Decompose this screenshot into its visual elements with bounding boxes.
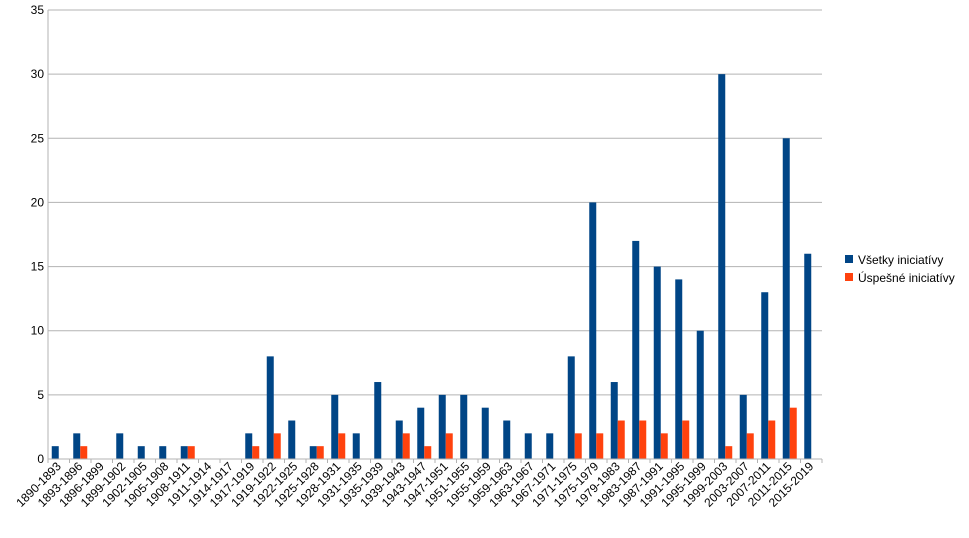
bar-vsetky-1917-1919: [245, 433, 253, 459]
y-tick-label: 20: [31, 195, 45, 209]
bar-vsetky-1983-1987: [632, 240, 640, 459]
y-tick-label: 30: [31, 67, 45, 81]
bar-vsetky-1947-1951: [438, 394, 446, 459]
bar-uspesne-1983-1987: [639, 420, 647, 459]
bar-vsetky-1967-1971: [546, 433, 554, 459]
bar-vsetky-1893-1896: [73, 433, 81, 459]
legend: Všetky iniciatívy Úspešné iniciatívy: [845, 253, 955, 285]
bar-uspesne-1893-1896: [80, 446, 88, 459]
bar-vsetky-1908-1911: [180, 446, 188, 459]
bar-vsetky-1928-1931: [331, 394, 339, 459]
bar-vsetky-2015-2019: [804, 253, 812, 459]
bar-vsetky-1999-2003: [718, 74, 726, 460]
bar-uspesne-2011-2015: [789, 407, 797, 459]
bar-vsetky-1963-1967: [524, 433, 532, 459]
bar-vsetky-1939-1943: [395, 420, 403, 459]
y-tick-label: 0: [37, 452, 44, 466]
bar-uspesne-1987-1991: [660, 433, 668, 459]
bar-vsetky-1959-1963: [503, 420, 511, 459]
bar-vsetky-2011-2015: [782, 138, 790, 460]
bar-uspesne-1925-1928: [316, 446, 324, 459]
bar-uspesne-1908-1911: [187, 446, 195, 459]
bar-uspesne-1979-1983: [617, 420, 625, 459]
bar-uspesne-2003-2007: [746, 433, 754, 459]
gridlines: [48, 9, 822, 396]
bar-uspesne-1975-1979: [596, 433, 604, 459]
legend-label-vsetky: Všetky iniciatívy: [858, 253, 943, 267]
bar-vsetky-1943-1947: [417, 407, 425, 459]
legend-label-uspesne: Úspešné iniciatívy: [858, 270, 955, 285]
bar-vsetky-1991-1995: [675, 279, 683, 459]
legend-swatch-uspesne: [845, 273, 853, 281]
x-axis-tick-labels: 1890-18931893-18961896-18991899-19021902…: [13, 459, 816, 510]
bar-uspesne-1971-1975: [574, 433, 582, 459]
bar-vsetky-2003-2007: [739, 394, 747, 459]
bar-vsetky-1902-1905: [137, 446, 145, 459]
bar-uspesne-2007-2011: [768, 420, 776, 459]
bar-vsetky-1899-1902: [116, 433, 124, 459]
y-tick-label: 35: [31, 3, 45, 17]
y-tick-label: 5: [37, 388, 44, 402]
legend-swatch-vsetky: [845, 255, 853, 263]
bar-vsetky-1890-1893: [51, 446, 59, 459]
bar-vsetky-1975-1979: [589, 202, 597, 459]
bar-uspesne-1919-1922: [273, 433, 281, 459]
bar-uspesne-1928-1931: [338, 433, 346, 459]
bar-uspesne-1991-1995: [682, 420, 690, 459]
y-axis-tick-labels: 0 5 10 15 20 25 30 35: [31, 3, 45, 466]
bar-vsetky-1925-1928: [309, 446, 317, 459]
bar-uspesne-1939-1943: [402, 433, 410, 459]
y-tick-label: 15: [31, 260, 45, 274]
bar-uspesne-1999-2003: [725, 446, 733, 459]
bar-vsetky-1987-1991: [653, 266, 661, 459]
bar-vsetky-1905-1908: [159, 446, 167, 459]
bar-uspesne-1943-1947: [424, 446, 432, 459]
bar-vsetky-1951-1955: [460, 394, 468, 459]
bar-vsetky-1931-1935: [352, 433, 360, 459]
bar-vsetky-1955-1959: [481, 407, 489, 459]
y-tick-label: 25: [31, 131, 45, 145]
bar-uspesne-1947-1951: [445, 433, 453, 459]
bar-vsetky-1995-1999: [696, 330, 704, 459]
bar-vsetky-1971-1975: [567, 356, 575, 459]
bars: [51, 74, 812, 460]
bar-uspesne-1917-1919: [252, 446, 260, 459]
bar-vsetky-1919-1922: [266, 356, 274, 459]
bar-vsetky-1922-1925: [288, 420, 296, 459]
bar-vsetky-1935-1939: [374, 382, 382, 459]
bar-vsetky-1979-1983: [610, 382, 618, 459]
bar-vsetky-2007-2011: [761, 292, 769, 459]
axes: [47, 10, 823, 463]
y-tick-label: 10: [31, 324, 45, 338]
